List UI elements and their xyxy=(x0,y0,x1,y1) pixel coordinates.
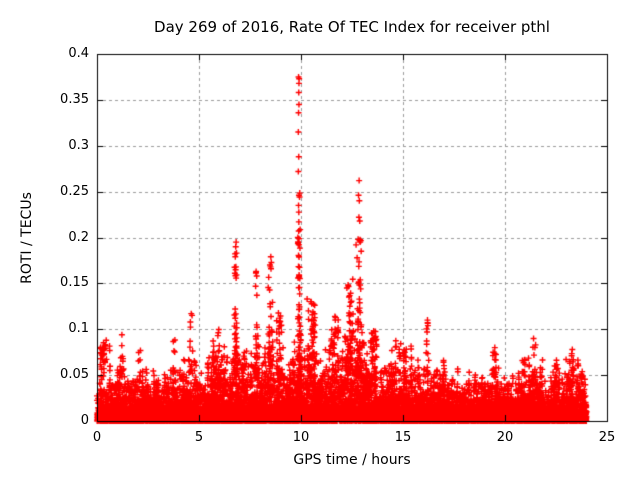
y-tick-label: 0.1 xyxy=(68,321,89,337)
x-tick-label: 15 xyxy=(394,430,412,445)
x-tick-label: 20 xyxy=(496,430,514,445)
y-tick-label: 0.4 xyxy=(68,46,89,61)
chart-title: Day 269 of 2016, Rate Of TEC Index for r… xyxy=(154,18,550,36)
y-tick-label: 0.15 xyxy=(60,275,89,291)
y-tick-label: 0.05 xyxy=(60,367,89,383)
y-tick-label: 0 xyxy=(80,413,89,428)
x-tick-label: 5 xyxy=(194,430,204,445)
x-tick-label: 0 xyxy=(92,430,102,445)
y-tick-label: 0.35 xyxy=(60,91,89,107)
y-tick-label: 0.25 xyxy=(60,183,89,199)
x-tick-label: 25 xyxy=(598,430,616,445)
y-tick-label: 0.3 xyxy=(68,137,89,153)
y-tick-label: 0.2 xyxy=(68,229,89,245)
x-axis-label: GPS time / hours xyxy=(293,452,411,468)
x-tick-label: 10 xyxy=(292,430,310,445)
